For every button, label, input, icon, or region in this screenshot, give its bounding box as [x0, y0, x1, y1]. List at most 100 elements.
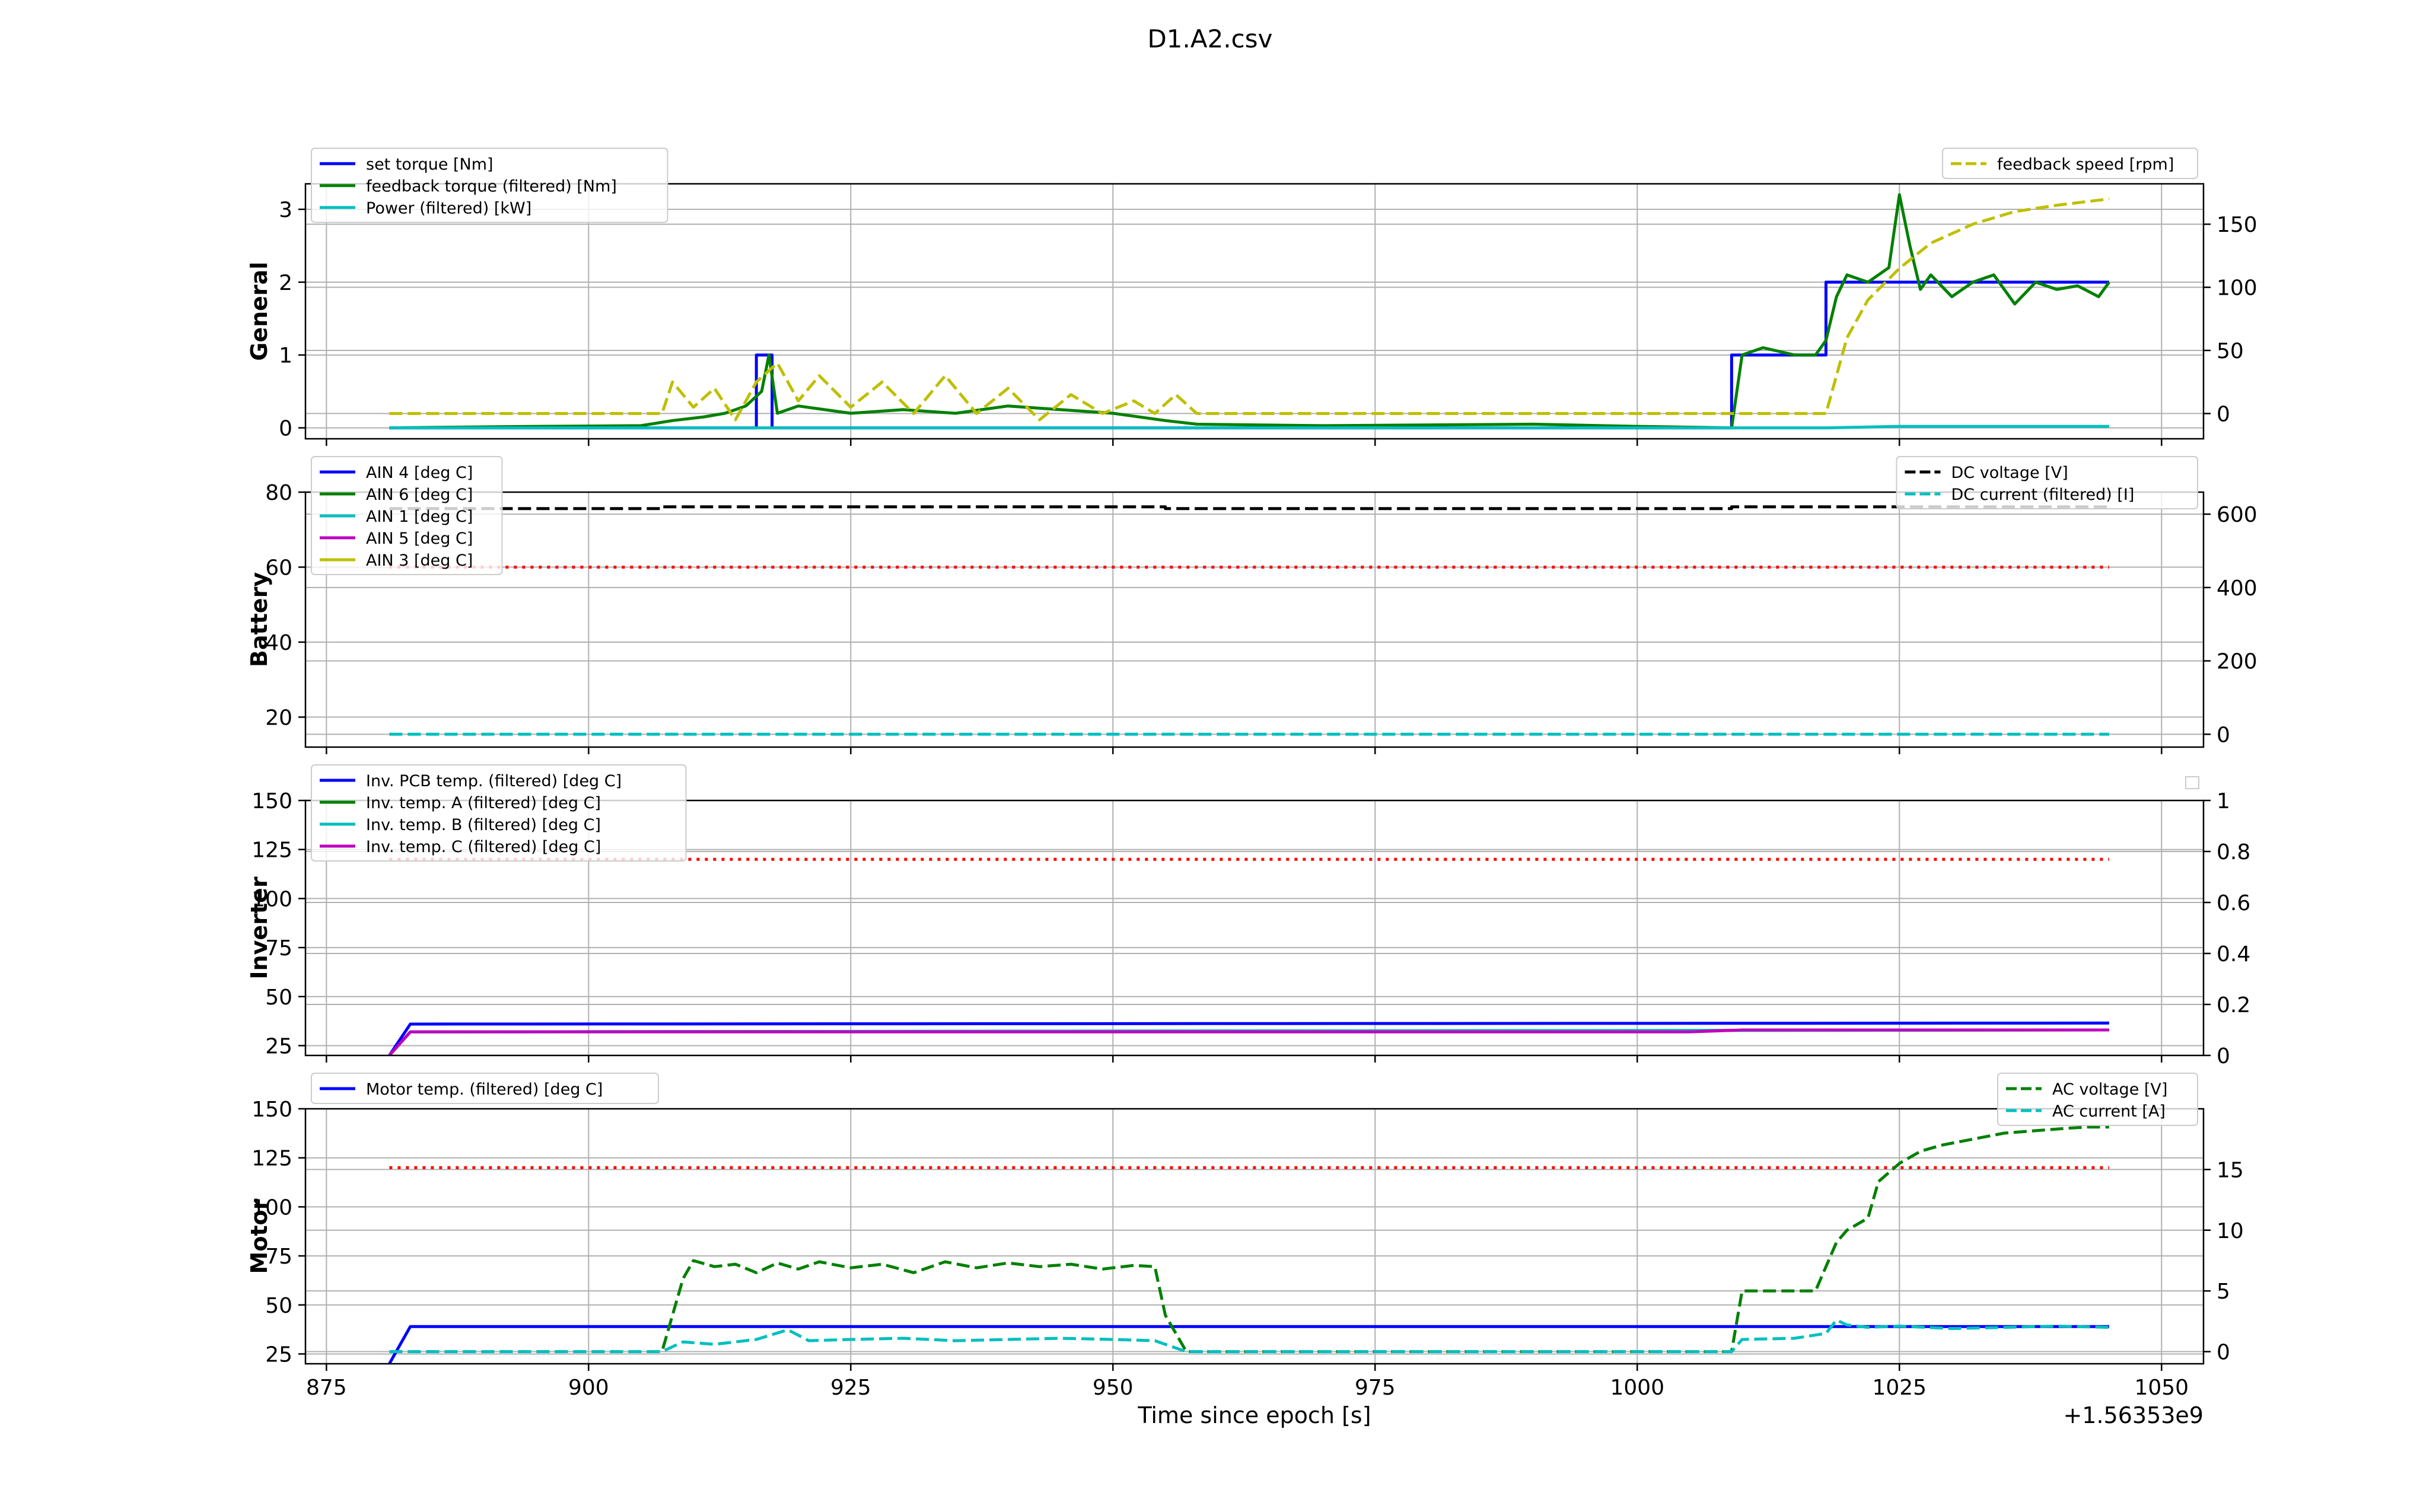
- y2-tick-label: 400: [2217, 576, 2257, 601]
- y-tick-label: 40: [265, 631, 292, 655]
- plot-area: [389, 505, 2109, 736]
- legend-entry: AIN 1 [deg C]: [366, 508, 473, 526]
- legend-frame: [1997, 1073, 2198, 1126]
- legend-entry: Inv. temp. C (filtered) [deg C]: [366, 838, 601, 856]
- axes-frame: [304, 183, 2205, 440]
- y-tick-label: 50: [265, 1294, 292, 1318]
- legend-left: Motor temp. (filtered) [deg C]: [311, 1073, 659, 1104]
- series-line-2-1: [388, 1028, 2109, 1055]
- series-line-3-2: [389, 1125, 2109, 1353]
- y2-tick-label: 0.8: [2217, 840, 2250, 865]
- legend-right: AC voltage [V] AC current [A]: [1997, 1073, 2198, 1126]
- y2-tick-label: 5: [2217, 1280, 2230, 1304]
- axes-frame: [304, 799, 2205, 1057]
- legend-entry: feedback torque (filtered) [Nm]: [366, 177, 617, 196]
- y-tick-label: 60: [265, 556, 292, 580]
- legend-left: AIN 4 [deg C] AIN 6 [deg C] AIN 1 [deg C] A…: [311, 456, 503, 575]
- series-line-2-2: [388, 1028, 2109, 1055]
- series-line-0-2: [389, 425, 2109, 430]
- legend-frame: [311, 764, 687, 862]
- y-tick-label: 100: [251, 1195, 292, 1220]
- x-axis-label: Time since epoch [s]: [1137, 1402, 1371, 1428]
- x-tick-label: 900: [568, 1376, 609, 1400]
- y2-tick-label: 0: [2217, 1341, 2230, 1365]
- y-axis-label: Battery: [246, 572, 272, 667]
- legend-frame: [311, 148, 668, 223]
- series-line-2-0: [388, 1021, 2109, 1055]
- legend-frame: [1942, 148, 2198, 179]
- x-tick-label: 1025: [1872, 1376, 1927, 1400]
- y-tick-label: 20: [265, 706, 292, 730]
- y-tick-label: 150: [251, 789, 292, 814]
- plot-area: [388, 1125, 2109, 1364]
- y-tick-label: 50: [265, 985, 292, 1010]
- x-offset-label: +1.56353e9: [2063, 1402, 2204, 1428]
- y-tick-label: 2: [279, 271, 292, 295]
- x-tick-label: 975: [1355, 1376, 1396, 1400]
- y-axis-label: Inverter: [246, 876, 272, 979]
- y-tick-label: 75: [265, 1245, 292, 1269]
- legend-entry: DC current (filtered) [I]: [1951, 486, 2135, 504]
- legend-right: DC voltage [V] DC current (filtered) [I]: [1896, 456, 2198, 509]
- legend-frame: [311, 456, 503, 575]
- x-tick-label: 925: [830, 1376, 871, 1400]
- legend-entry: feedback speed [rpm]: [1997, 155, 2174, 174]
- legend-entry: AIN 4 [deg C]: [366, 464, 473, 482]
- y-tick-label: 125: [251, 1147, 292, 1171]
- legend-left: Inv. PCB temp. (filtered) [deg C] Inv. te…: [311, 764, 687, 862]
- series-line-0-1: [389, 193, 2110, 430]
- series-line-1-6: [389, 505, 2109, 511]
- y2-tick-label: 50: [2217, 339, 2244, 363]
- legend-entry: AIN 3 [deg C]: [366, 551, 473, 570]
- y2-tick-label: 600: [2217, 503, 2257, 527]
- axes-frame: [304, 491, 2205, 748]
- legend-entry: AC voltage [V]: [2052, 1080, 2167, 1099]
- y-tick-label: 150: [251, 1098, 292, 1122]
- y2-tick-label: 0: [2217, 723, 2230, 747]
- plot-area: [388, 857, 2109, 1055]
- legend-right: feedback speed [rpm]: [1942, 148, 2198, 179]
- legend-right: [2185, 776, 2199, 789]
- legend-entry: Motor temp. (filtered) [deg C]: [366, 1080, 603, 1099]
- y2-tick-label: 0: [2217, 1044, 2230, 1068]
- y2-tick-label: 100: [2217, 276, 2257, 301]
- y2-tick-label: 150: [2217, 213, 2257, 237]
- subplot-inverter: 25 50 75 100 125 150 0 0.2 0.4 0.6 0.8 1 Inverter Inv…: [246, 764, 2250, 1068]
- y-tick-label: 75: [265, 936, 292, 961]
- x-tick-label: 950: [1093, 1376, 1133, 1400]
- y-tick-label: 1: [279, 344, 292, 368]
- legend-entry: Inv. PCB temp. (filtered) [deg C]: [366, 772, 622, 790]
- y-tick-label: 0: [279, 417, 292, 441]
- legend-entry: AC current [A]: [2052, 1102, 2166, 1121]
- y2-tick-label: 0.6: [2217, 891, 2250, 916]
- y-tick-label: 25: [265, 1034, 292, 1058]
- legend-entry: AIN 6 [deg C]: [366, 486, 473, 504]
- y2-tick-label: 15: [2217, 1158, 2244, 1182]
- legend-entry: Power (filtered) [kW]: [366, 199, 531, 218]
- legend-entry: Inv. temp. B (filtered) [deg C]: [366, 816, 601, 834]
- legend-entry: set torque [Nm]: [366, 155, 493, 174]
- subplot-motor: 25 50 75 100 125 150 0 5 10 15 875 900 925 950 975 1000…: [246, 1073, 2244, 1428]
- y-tick-label: 25: [265, 1342, 292, 1367]
- y-tick-label: 3: [279, 198, 292, 222]
- y2-tick-label: 0: [2217, 402, 2230, 426]
- subplot-general: 0 1 2 3 0 50 100 150 General set torque [Nm] feedb…: [246, 148, 2257, 446]
- x-tick-label: 875: [306, 1376, 347, 1400]
- y-axis-label: General: [246, 261, 272, 361]
- axes-frame: [304, 1108, 2205, 1365]
- x-tick-label: 1050: [2134, 1376, 2189, 1400]
- series-line-3-0: [388, 1325, 2109, 1364]
- y-tick-label: 100: [251, 887, 292, 911]
- y2-tick-label: 0.4: [2217, 942, 2250, 966]
- y-tick-label: 80: [265, 481, 292, 505]
- x-tick-label: 1000: [1610, 1376, 1664, 1400]
- y2-tick-label: 200: [2217, 650, 2257, 674]
- y-tick-label: 125: [251, 838, 292, 863]
- y2-tick-label: 10: [2217, 1219, 2244, 1243]
- figure-title: D1.A2.csv: [1147, 24, 1272, 53]
- legend-entry: Inv. temp. A (filtered) [deg C]: [366, 794, 601, 812]
- y2-tick-label: 1: [2217, 789, 2230, 814]
- legend-frame: [311, 1073, 659, 1104]
